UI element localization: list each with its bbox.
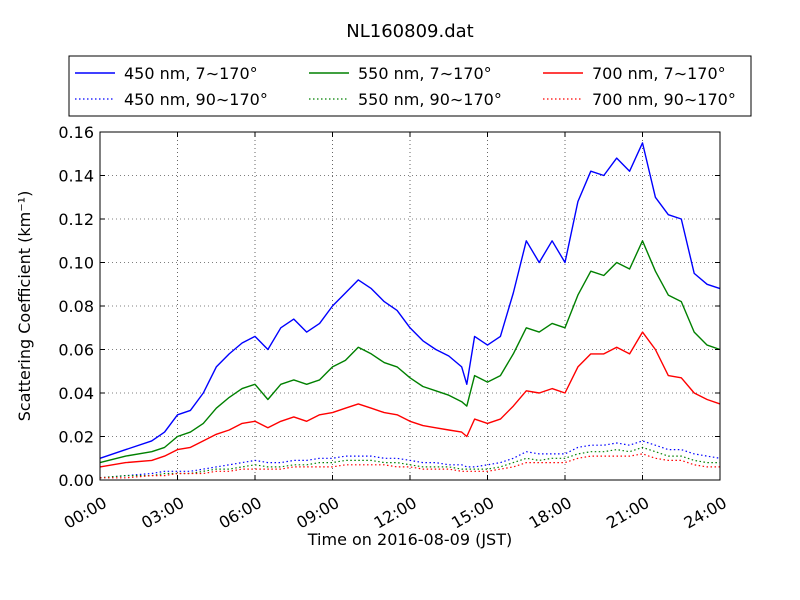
y-tick-label: 0.06 xyxy=(58,341,94,360)
legend-label-2: 450 nm, 90∼170° xyxy=(124,90,268,109)
y-tick-label: 0.02 xyxy=(58,428,94,447)
series-line-4 xyxy=(99,446,720,479)
y-tick-label: 0.16 xyxy=(58,123,94,142)
legend-label-5: 700 nm, 7∼170° xyxy=(592,64,726,83)
x-axis-label: Time on 2016-08-09 (JST) xyxy=(307,530,512,549)
y-tick-label: 0.12 xyxy=(58,210,94,229)
legend-label-6: 700 nm, 90∼170° xyxy=(592,90,736,109)
y-tick-label: 0.00 xyxy=(58,471,94,490)
series-line-3 xyxy=(99,240,721,464)
series-line-1 xyxy=(99,142,721,459)
series-layer xyxy=(99,142,721,479)
legend: 450 nm, 7∼170° 450 nm, 90∼170° 550 nm, 7∼1… xyxy=(68,55,752,117)
y-tick-label: 0.08 xyxy=(58,297,94,316)
legend-label-3: 550 nm, 7∼170° xyxy=(358,64,492,83)
y-tick-label: 0.04 xyxy=(58,384,94,403)
series-line-5 xyxy=(99,331,721,468)
y-tick-label: 0.10 xyxy=(58,254,94,273)
y-axis-label: Scattering Coefficient (km⁻¹) xyxy=(15,191,34,422)
legend-label-1: 450 nm, 7∼170° xyxy=(124,64,258,83)
chart-title: NL160809.dat xyxy=(346,21,473,42)
y-tick-label: 0.14 xyxy=(58,167,94,186)
legend-box xyxy=(68,55,752,117)
legend-label-4: 550 nm, 90∼170° xyxy=(358,90,502,109)
